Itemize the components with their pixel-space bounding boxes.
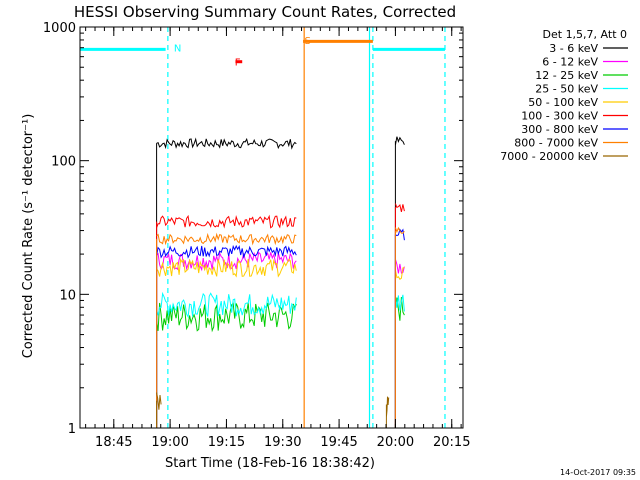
series-line	[156, 226, 405, 428]
legend-label: 12 - 25 keV	[535, 69, 598, 82]
series-line	[156, 228, 405, 428]
x-axis-ticks: 18:45 19:00 19:15 19:30 19:45 20:00 20:15	[85, 27, 470, 450]
legend-label: 50 - 100 keV	[528, 96, 598, 109]
legend-label: 300 - 800 keV	[521, 123, 598, 136]
y-tick-label: 10	[59, 288, 76, 303]
legend-label: 7000 - 20000 keV	[500, 150, 598, 163]
x-tick-label: 19:15	[208, 435, 245, 450]
flag-label: F	[235, 58, 241, 69]
legend-label: 3 - 6 keV	[549, 42, 598, 55]
series-line	[156, 291, 405, 428]
x-tick-label: 19:30	[264, 435, 301, 450]
x-tick-label: 18:45	[95, 435, 132, 450]
generated-timestamp: 14-Oct-2017 09:35	[560, 468, 636, 477]
series-line	[156, 257, 405, 428]
x-tick-label: 20:15	[433, 435, 470, 450]
legend-title: Det 1,5,7, Att 0	[543, 28, 627, 41]
series-line	[156, 251, 405, 428]
x-tick-label: 19:45	[320, 435, 357, 450]
series-lines	[156, 136, 405, 428]
chart-title: HESSI Observing Summary Count Rates, Cor…	[74, 3, 456, 21]
y-tick-label: 1	[68, 422, 76, 437]
flag-label: N	[174, 44, 181, 55]
y-axis-ticks: 1 10 100 1000	[43, 21, 463, 437]
legend-label: 6 - 12 keV	[542, 56, 598, 69]
series-line	[156, 136, 405, 428]
observing-flags: N S F	[80, 36, 445, 69]
series-line	[156, 296, 405, 428]
x-tick-label: 19:00	[151, 435, 188, 450]
plot-frame	[79, 26, 464, 429]
y-axis-label: Corrected Count Rate (s⁻¹ detector⁻¹)	[21, 114, 36, 359]
legend-label: 25 - 50 keV	[535, 83, 598, 96]
vertical-markers	[167, 27, 446, 428]
x-axis-label: Start Time (18-Feb-16 18:38:42)	[165, 456, 375, 471]
series-line	[156, 392, 390, 428]
legend-label: 100 - 300 keV	[521, 110, 598, 123]
y-tick-label: 100	[51, 155, 76, 170]
y-tick-label: 1000	[43, 21, 76, 36]
legend-label: 800 - 7000 keV	[514, 137, 598, 150]
x-tick-label: 20:00	[377, 435, 414, 450]
flag-label: S	[305, 36, 311, 47]
